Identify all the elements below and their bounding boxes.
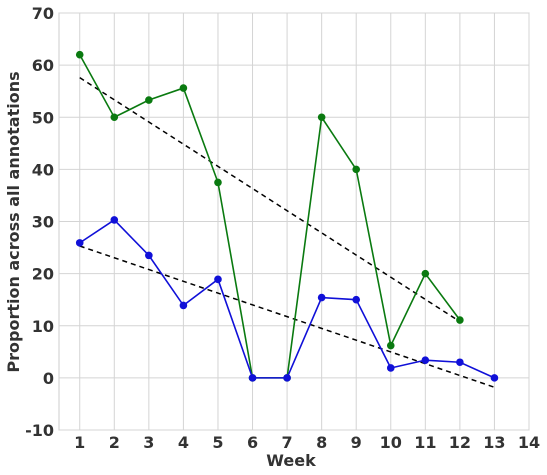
x-tick-label: 9: [351, 433, 362, 452]
series: [75, 50, 499, 382]
data-point: [421, 356, 430, 364]
data-point: [179, 301, 188, 310]
y-axis-label: Proportion across all annotations: [4, 71, 23, 372]
data-point: [352, 165, 361, 174]
y-tick-label: 70: [32, 4, 54, 23]
x-tick-label: 12: [449, 433, 471, 452]
data-point: [386, 364, 395, 372]
x-tick-label: 5: [212, 433, 223, 452]
x-tick-label: 10: [380, 433, 402, 452]
x-tick-label: 6: [247, 433, 258, 452]
data-point: [283, 374, 291, 382]
data-point: [421, 269, 430, 278]
y-tick-label: 60: [32, 56, 54, 75]
data-point: [386, 341, 395, 350]
data-point: [179, 84, 188, 92]
x-tick-label: 4: [178, 433, 189, 452]
grid: [58, 12, 530, 431]
x-tick-label: 1: [74, 433, 85, 452]
y-tick-label: 30: [32, 213, 54, 232]
x-tick-label: 3: [143, 433, 154, 452]
data-point: [456, 316, 464, 324]
data-point: [352, 295, 361, 304]
x-tick-label: 7: [282, 433, 293, 452]
data-point: [110, 216, 119, 224]
x-tick-label: 8: [316, 433, 327, 452]
data-point: [145, 251, 153, 260]
data-point: [490, 374, 499, 382]
data-point: [214, 275, 222, 284]
data-point: [456, 358, 464, 367]
trendline: [79, 245, 495, 388]
data-point: [75, 50, 84, 59]
data-point: [317, 113, 326, 122]
data-point: [214, 178, 222, 187]
data-point: [110, 113, 119, 122]
x-tick-label: 2: [109, 433, 120, 452]
y-tick-label: 0: [43, 369, 54, 388]
trendlines: [79, 77, 495, 388]
y-tick-label: 40: [32, 160, 54, 179]
x-tick-label: 11: [414, 433, 436, 452]
y-tick-label: -10: [25, 421, 54, 440]
x-tick-label: 14: [518, 433, 540, 452]
y-tick-label: 50: [32, 108, 54, 127]
y-tick-label: 10: [32, 317, 54, 336]
series-1: [75, 216, 499, 382]
x-tick-label: 13: [483, 433, 505, 452]
trendline: [79, 77, 461, 323]
data-point: [317, 293, 326, 302]
x-axis-label: Week: [266, 451, 316, 470]
data-point: [75, 239, 84, 247]
data-point: [248, 374, 257, 382]
y-tick-label: 20: [32, 265, 54, 284]
data-point: [145, 96, 153, 104]
